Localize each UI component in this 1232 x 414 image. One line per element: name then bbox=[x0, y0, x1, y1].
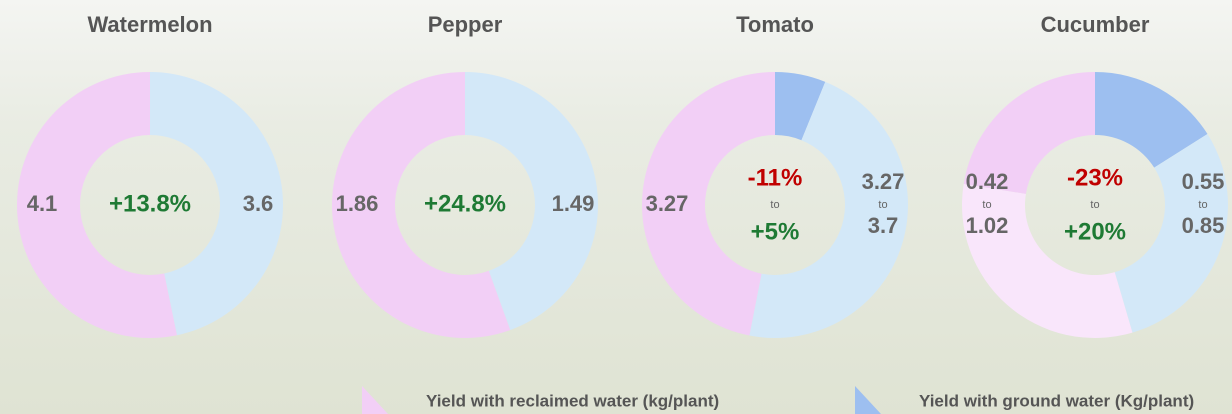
value-label: 0.55 bbox=[1182, 169, 1225, 194]
value-label: 0.85 bbox=[1182, 213, 1225, 238]
infographic: Watermelon 4.1 3.6 +13.8% Pepper 1.86 1.49 +24.… bbox=[0, 0, 1232, 414]
legend-label: Yield with reclaimed water (kg/plant) bbox=[426, 391, 719, 410]
chart-title: Tomato bbox=[736, 12, 814, 37]
change-label: +13.8% bbox=[109, 190, 191, 217]
change-label: +5% bbox=[751, 218, 800, 245]
change-label: -23% bbox=[1067, 164, 1123, 191]
change-label: +20% bbox=[1064, 218, 1126, 245]
value-label: 3.6 bbox=[243, 191, 274, 216]
range-word: to bbox=[770, 199, 779, 211]
value-label: 3.27 bbox=[862, 169, 905, 194]
range-word: to bbox=[1198, 199, 1207, 211]
chart-title: Pepper bbox=[428, 12, 503, 37]
legend-label: Yield with ground water (Kg/plant) bbox=[919, 391, 1194, 410]
value-label: 1.49 bbox=[552, 191, 595, 216]
range-word: to bbox=[1090, 199, 1099, 211]
change-label: -11% bbox=[748, 164, 803, 191]
value-label: 0.42 bbox=[966, 169, 1009, 194]
range-word: to bbox=[878, 199, 887, 211]
change-label: +24.8% bbox=[424, 190, 506, 217]
value-label: 3.7 bbox=[868, 213, 899, 238]
chart-title: Watermelon bbox=[87, 12, 212, 37]
range-word: to bbox=[982, 199, 991, 211]
value-label: 1.86 bbox=[336, 191, 379, 216]
value-label: 4.1 bbox=[27, 191, 58, 216]
chart-title: Cucumber bbox=[1041, 12, 1150, 37]
value-label: 1.02 bbox=[966, 213, 1009, 238]
value-label: 3.27 bbox=[646, 191, 689, 216]
